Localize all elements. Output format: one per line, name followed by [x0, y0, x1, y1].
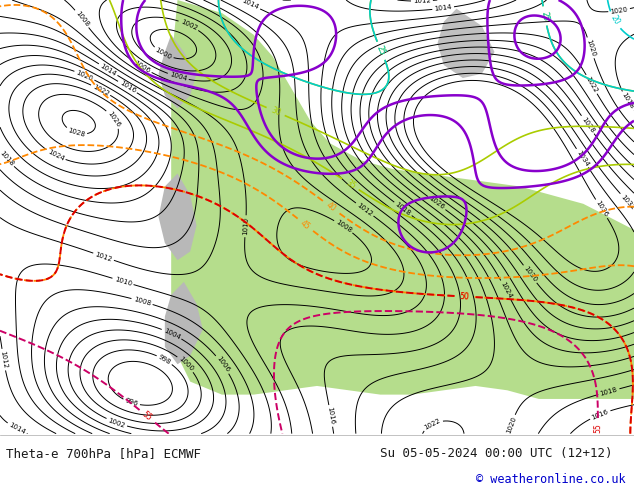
Text: 998: 998 [157, 354, 172, 366]
Text: 1018: 1018 [599, 386, 618, 397]
Text: 1002: 1002 [107, 417, 126, 429]
Text: Theta-e 700hPa [hPa] ECMWF: Theta-e 700hPa [hPa] ECMWF [6, 447, 202, 460]
Text: 1016: 1016 [118, 80, 137, 94]
Text: 1000: 1000 [178, 356, 195, 372]
Text: 1010: 1010 [113, 276, 133, 287]
Text: 30: 30 [269, 105, 282, 118]
Text: 1014: 1014 [99, 62, 117, 77]
Polygon shape [437, 9, 495, 78]
Text: 1026: 1026 [428, 196, 446, 211]
Text: 1028: 1028 [580, 116, 595, 134]
Text: © weatheronline.co.uk: © weatheronline.co.uk [476, 473, 625, 487]
Text: 25: 25 [375, 45, 387, 57]
Text: 45: 45 [299, 218, 312, 231]
Text: 1032: 1032 [619, 193, 634, 211]
Text: 1024: 1024 [46, 148, 65, 162]
Text: 1024: 1024 [499, 281, 513, 299]
Text: 1008: 1008 [74, 10, 90, 28]
Text: 1022: 1022 [424, 417, 442, 431]
Text: 40: 40 [324, 200, 337, 213]
Text: 1036: 1036 [594, 199, 609, 218]
Text: 1018: 1018 [620, 92, 634, 110]
Text: 1010: 1010 [242, 217, 249, 235]
Text: 1014: 1014 [241, 0, 259, 11]
Text: 1018: 1018 [0, 150, 15, 167]
Text: 55: 55 [141, 410, 154, 423]
Text: 25: 25 [540, 10, 550, 22]
Text: 996: 996 [124, 397, 139, 408]
Text: 1008: 1008 [334, 219, 353, 234]
Text: 1004: 1004 [162, 327, 181, 341]
Text: 35: 35 [344, 178, 357, 191]
Text: 1014: 1014 [434, 4, 453, 12]
Text: 1006: 1006 [215, 355, 230, 373]
Text: 20: 20 [609, 14, 621, 27]
Text: 50: 50 [459, 292, 470, 301]
Text: 1026: 1026 [107, 110, 121, 128]
Text: 1016: 1016 [327, 407, 335, 425]
Text: 1028: 1028 [67, 127, 86, 138]
Text: 1022: 1022 [91, 83, 110, 97]
Polygon shape [171, 0, 634, 399]
Polygon shape [158, 35, 197, 108]
Text: 1020: 1020 [505, 416, 517, 434]
Text: 1004: 1004 [169, 72, 188, 82]
Text: 1012: 1012 [356, 202, 373, 217]
Text: 1000: 1000 [154, 47, 172, 61]
Text: 1034: 1034 [575, 149, 590, 167]
Text: 50: 50 [459, 292, 470, 301]
Text: 1012: 1012 [413, 0, 431, 4]
Text: 1020: 1020 [75, 69, 94, 82]
Polygon shape [158, 173, 197, 260]
Polygon shape [165, 282, 203, 364]
Text: 1020: 1020 [585, 38, 596, 57]
Text: 1016: 1016 [591, 408, 609, 421]
Text: 1006: 1006 [133, 60, 152, 74]
Text: 1018: 1018 [394, 201, 412, 217]
Text: 1008: 1008 [133, 296, 152, 307]
Text: 1022: 1022 [585, 75, 598, 94]
Text: 1012: 1012 [0, 350, 8, 369]
Text: Su 05-05-2024 00:00 UTC (12+12): Su 05-05-2024 00:00 UTC (12+12) [380, 447, 613, 460]
Text: 1020: 1020 [610, 6, 628, 15]
Text: 1002: 1002 [179, 19, 198, 32]
Text: 1030: 1030 [522, 265, 538, 283]
Text: 55: 55 [593, 423, 602, 433]
Text: 25: 25 [375, 45, 387, 57]
Text: 1014: 1014 [8, 422, 26, 436]
Text: 25: 25 [540, 10, 550, 22]
Text: 1012: 1012 [94, 251, 113, 263]
